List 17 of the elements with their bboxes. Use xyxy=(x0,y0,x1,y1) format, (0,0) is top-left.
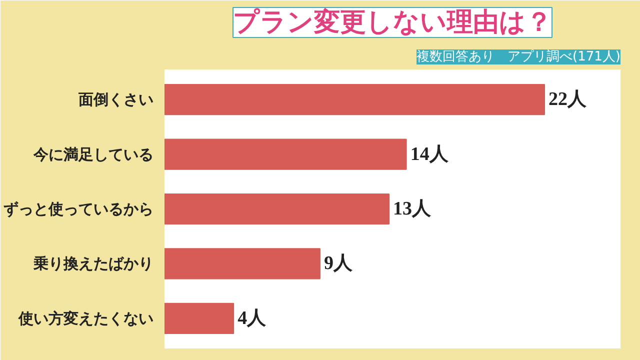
data-label: 9人 xyxy=(324,253,354,274)
y-tick-label: ずっと使っているから xyxy=(4,200,154,218)
bar xyxy=(164,84,545,116)
data-label: 4人 xyxy=(238,308,268,329)
bar xyxy=(164,138,407,170)
chart-subtitle: 複数回答あり アプリ調べ(171人) xyxy=(416,50,621,64)
bar xyxy=(164,193,390,225)
bar xyxy=(164,248,320,280)
bar xyxy=(164,302,234,334)
data-label: 14人 xyxy=(410,144,450,165)
y-tick-label: 面倒くさい xyxy=(78,90,154,109)
y-tick-label: 使い方変えたくない xyxy=(18,309,154,328)
data-label: 13人 xyxy=(393,198,432,220)
y-tick-label: 乗り換えたばかり xyxy=(32,254,154,273)
chart-title: プラン変更しない理由は？ xyxy=(233,8,552,38)
y-tick-label: 今に満足している xyxy=(32,145,154,164)
data-label: 22人 xyxy=(548,89,588,110)
